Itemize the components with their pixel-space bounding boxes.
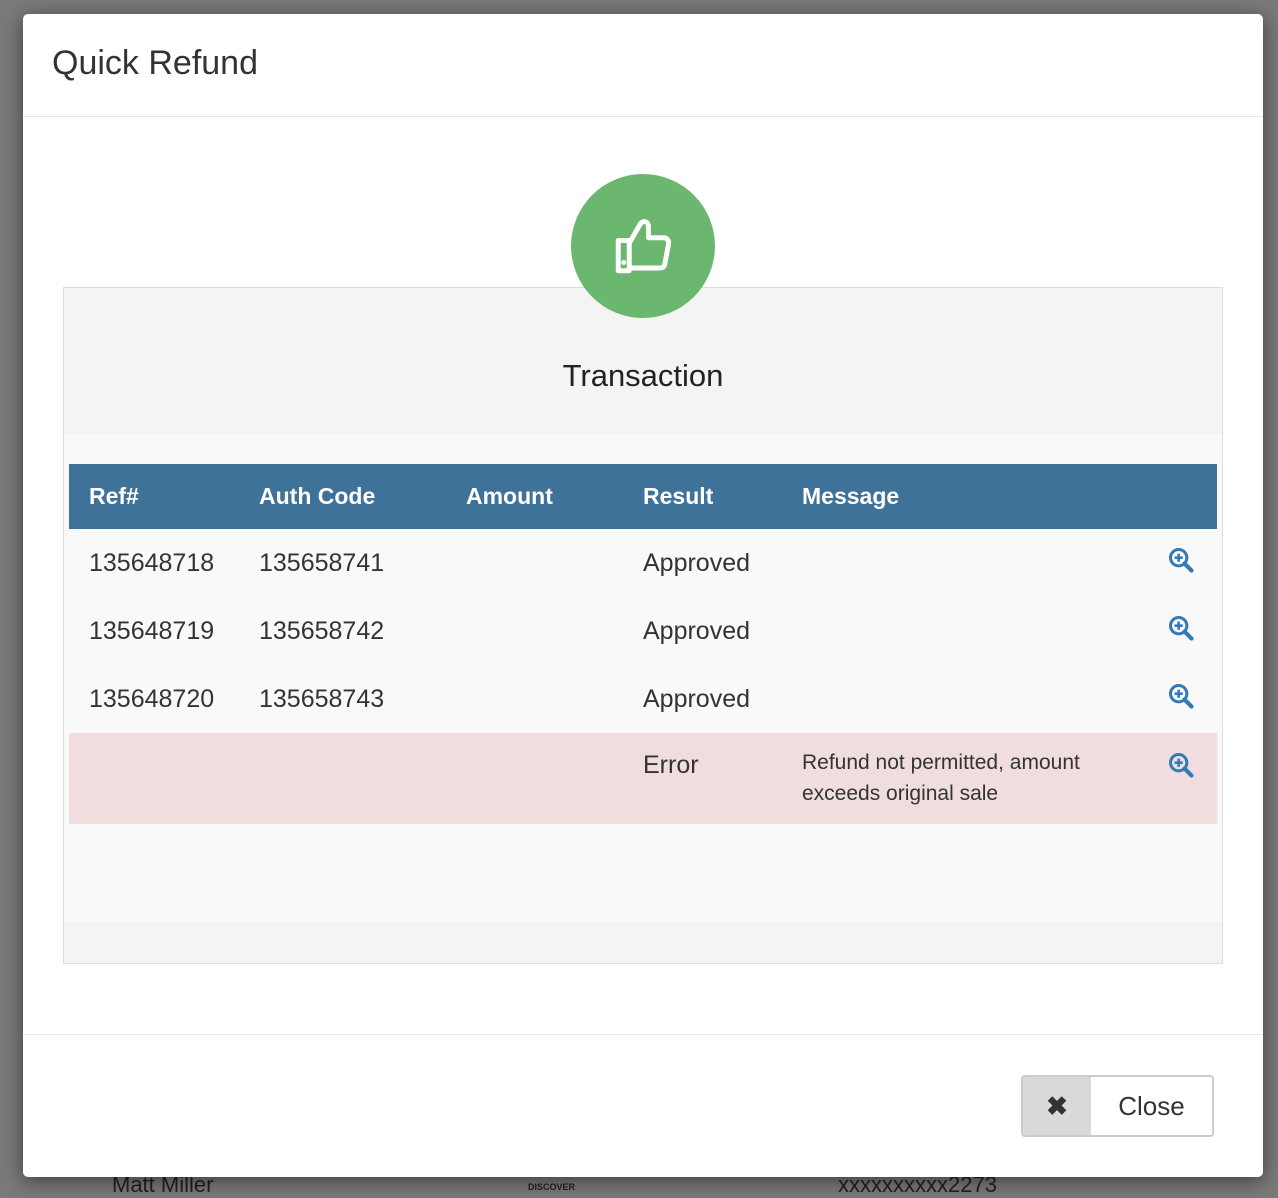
col-amount: Amount	[446, 464, 623, 529]
close-label: Close	[1118, 1090, 1185, 1121]
result-cell: Approved	[643, 548, 751, 577]
modal-title: Quick Refund	[52, 44, 258, 82]
ref-cell: 135648719	[89, 616, 215, 645]
quick-refund-modal: Quick Refund Transaction Ref# Auth Code …	[23, 14, 1263, 1177]
close-x-icon: ✖	[1023, 1077, 1091, 1135]
panel-title: Transaction	[562, 358, 724, 393]
amount-cell	[446, 733, 623, 824]
ref-cell	[69, 733, 239, 824]
message-cell	[782, 597, 1147, 665]
message-cell	[782, 665, 1147, 733]
modal-header: Quick Refund	[23, 14, 1263, 117]
col-message: Message	[782, 464, 1147, 529]
message-cell: Refund not permitted, amount exceeds ori…	[782, 733, 1147, 824]
success-badge	[571, 174, 715, 318]
col-auth: Auth Code	[239, 464, 446, 529]
ref-cell: 135648720	[89, 684, 215, 713]
bg-card-brand: DISCOVER	[528, 1182, 576, 1192]
table-row: 135648718 135658741 Approved	[69, 529, 1217, 597]
ref-cell: 135648718	[89, 548, 215, 577]
table-row: 135648719 135658742 Approved	[69, 597, 1217, 665]
zoom-details-icon[interactable]	[1167, 614, 1195, 649]
transaction-panel: Transaction Ref# Auth Code Amount Result…	[63, 287, 1223, 964]
thumbs-up-icon	[615, 219, 672, 274]
transaction-table: Ref# Auth Code Amount Result Message 135…	[69, 464, 1217, 824]
col-ref: Ref#	[69, 464, 239, 529]
result-cell: Error	[623, 733, 782, 824]
auth-code-cell: 135658743	[259, 684, 385, 713]
zoom-details-icon[interactable]	[1167, 546, 1195, 581]
table-row: 135648720 135658743 Approved	[69, 665, 1217, 733]
amount-cell	[446, 529, 623, 597]
amount-cell	[446, 597, 623, 665]
auth-code-cell: 135658742	[259, 616, 385, 645]
message-cell	[782, 529, 1147, 597]
zoom-details-icon[interactable]	[1167, 682, 1195, 717]
col-result: Result	[623, 464, 782, 529]
table-row: Error Refund not permitted, amount exceed…	[69, 733, 1217, 824]
close-button[interactable]: ✖ Close	[1021, 1075, 1214, 1137]
amount-cell	[446, 665, 623, 733]
auth-code-cell: 135658741	[259, 548, 385, 577]
zoom-details-icon[interactable]	[1167, 751, 1195, 786]
result-cell: Approved	[643, 684, 751, 713]
table-header: Ref# Auth Code Amount Result Message	[69, 464, 1217, 529]
result-cell: Approved	[643, 616, 751, 645]
auth-code-cell	[239, 733, 446, 824]
